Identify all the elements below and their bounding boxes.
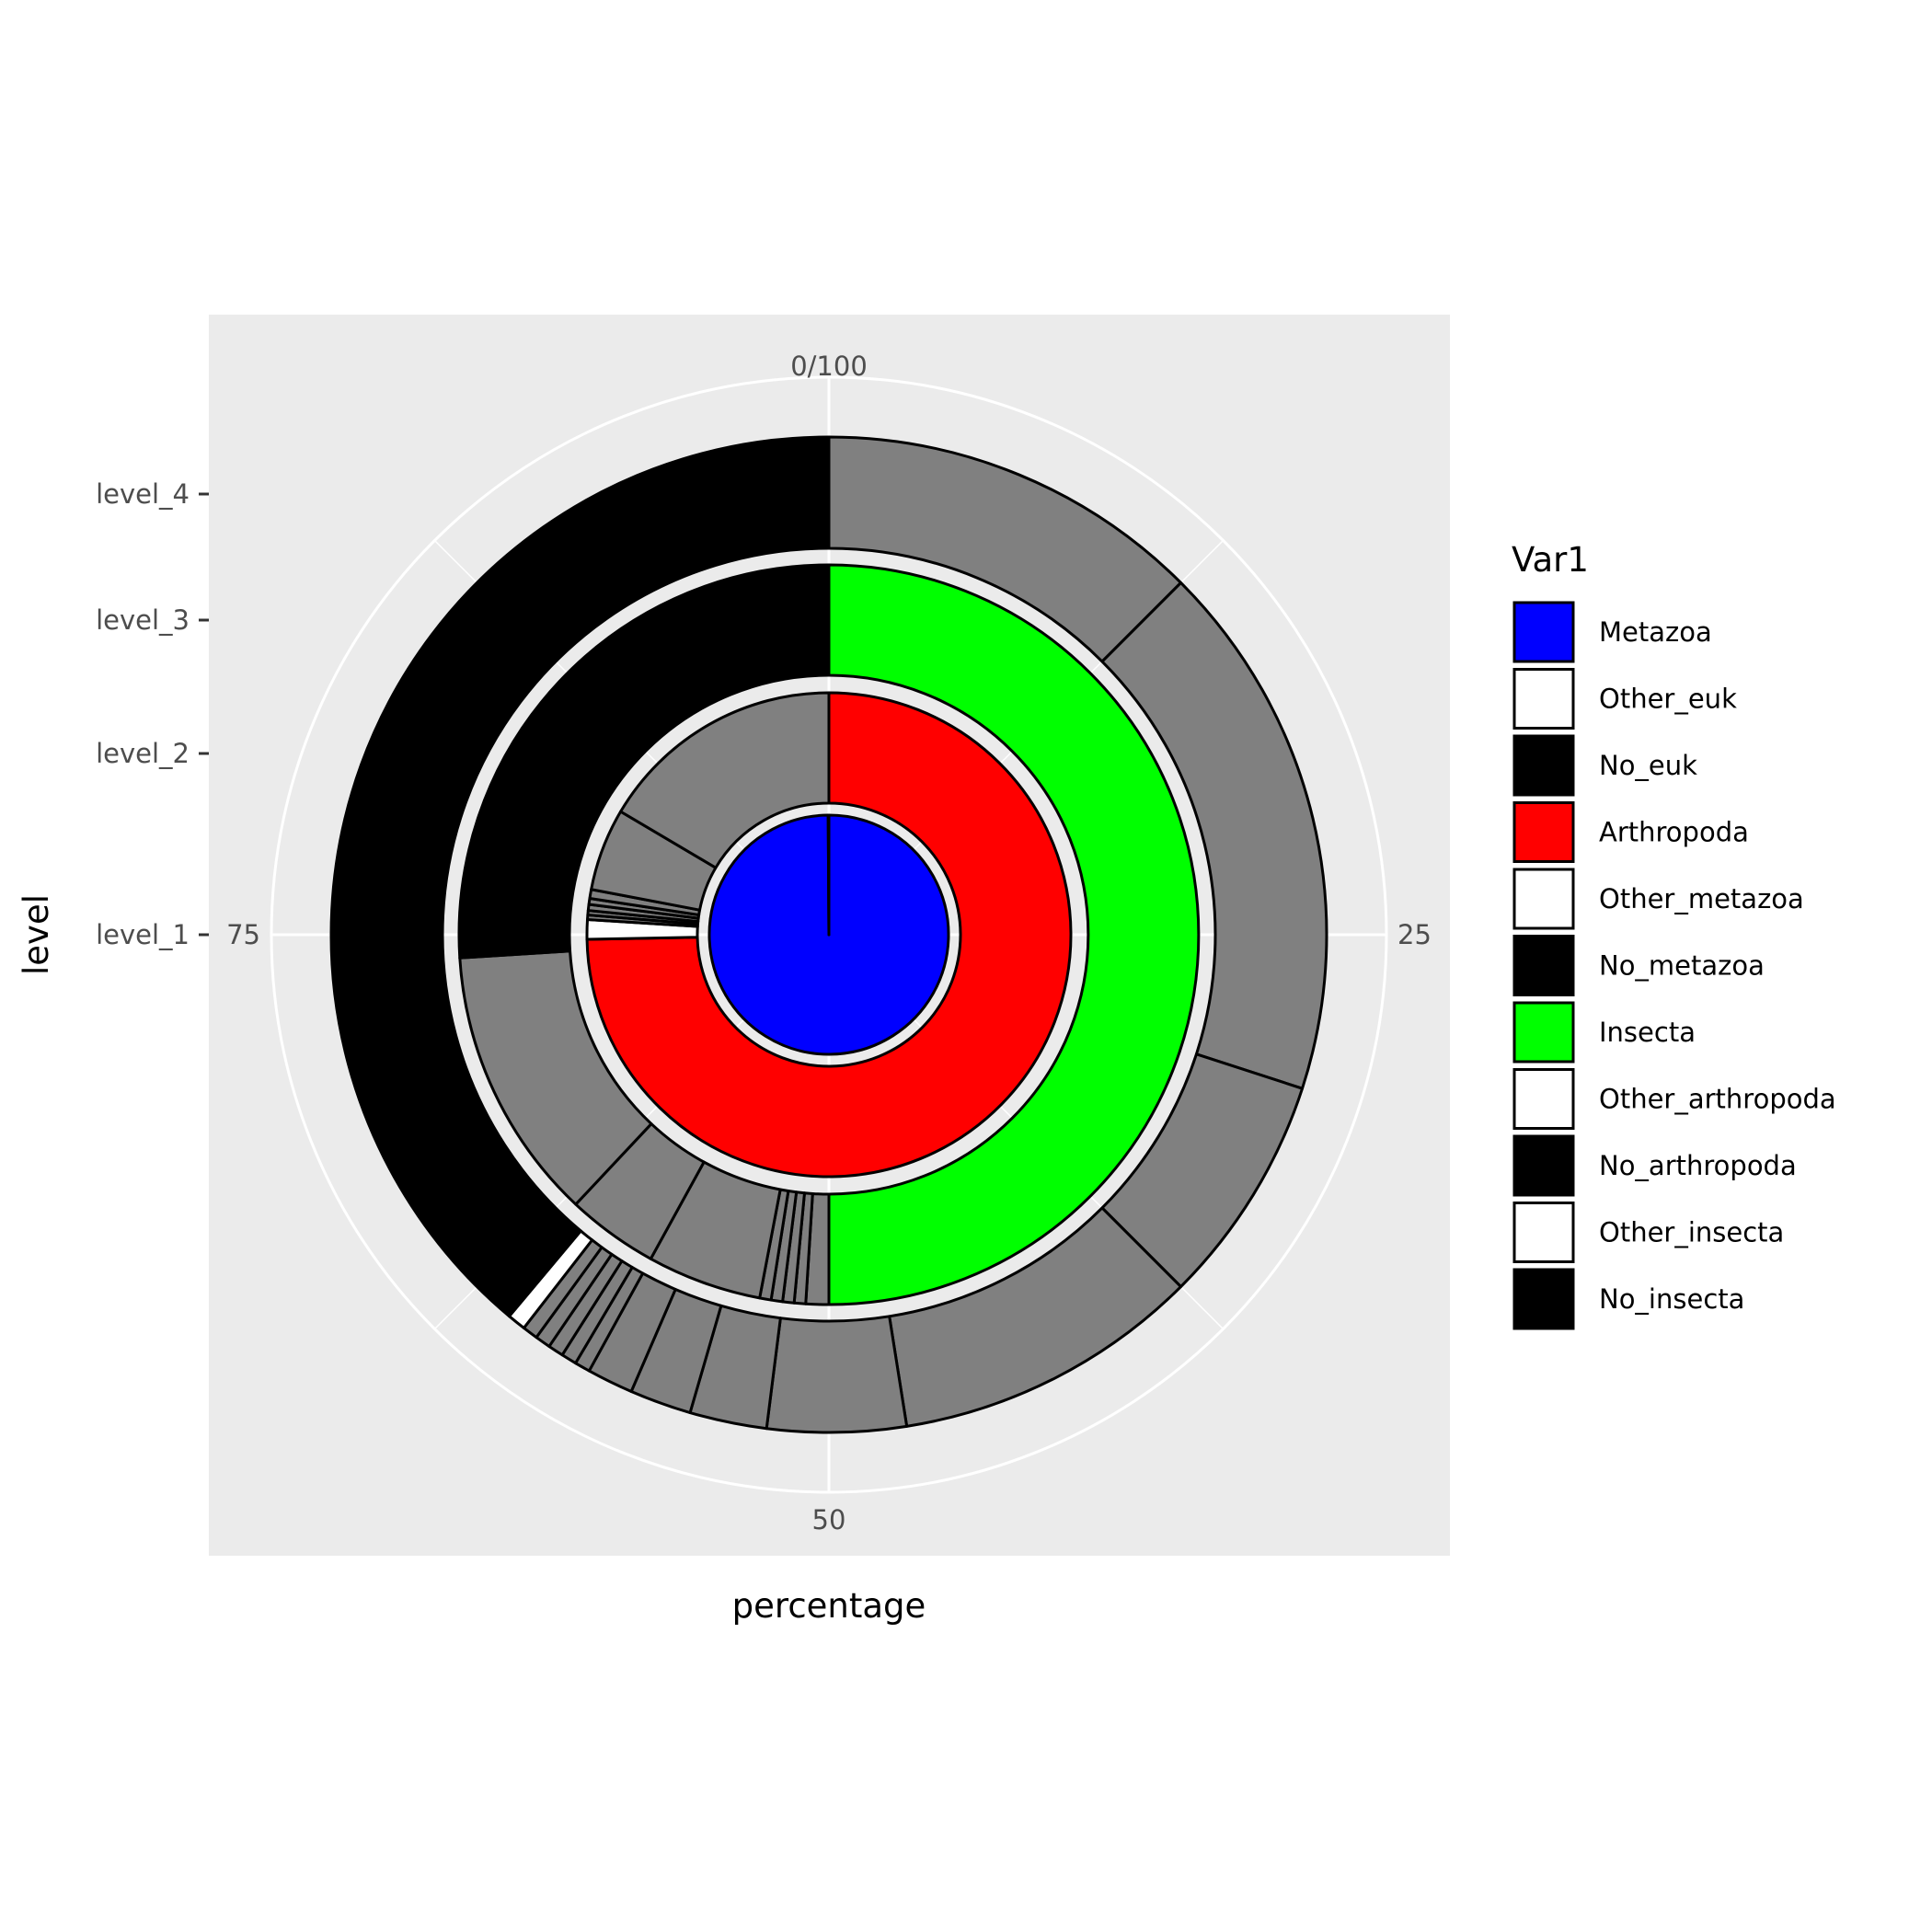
legend-swatch — [1512, 1068, 1575, 1130]
ring-level_2 — [585, 691, 1073, 1179]
legend-entry: Other_euk — [1512, 668, 1737, 730]
legend-swatch — [1512, 1202, 1575, 1263]
legend-swatch — [1512, 734, 1575, 797]
segment-insecta — [827, 563, 1201, 1306]
legend-entry: No_insecta — [1512, 1268, 1744, 1330]
legend-label: Other_metazoa — [1599, 883, 1804, 914]
y-axis: level_1 level_2 level_3 level_4 — [96, 478, 209, 950]
y-tick-label-level_3: level_3 — [96, 604, 190, 636]
legend-title: Var1 — [1512, 540, 1589, 580]
legend-label: Metazoa — [1599, 616, 1712, 648]
legend-label: Other_euk — [1599, 684, 1737, 715]
legend-label: No_arthropoda — [1599, 1150, 1797, 1181]
x-axis-title: percentage — [732, 1586, 926, 1626]
segment-arthropoda — [585, 691, 1073, 1179]
theta-tick-label: 50 — [812, 1504, 846, 1535]
theta-tick-labels: 0/100 25 50 75 — [226, 351, 1432, 1535]
ring-level_4 — [329, 435, 1328, 1434]
legend-entry: Metazoa — [1512, 601, 1712, 663]
radial-gridline — [270, 375, 1388, 1494]
theta-tick-label: 25 — [1397, 919, 1432, 950]
legend-label: Arthropoda — [1599, 817, 1749, 848]
legend-label: Insecta — [1599, 1017, 1696, 1048]
legend-entry: Arthropoda — [1512, 801, 1749, 863]
legend-entry: Insecta — [1512, 1001, 1696, 1064]
y-axis-title: level — [17, 894, 56, 975]
legend-entry: Other_arthropoda — [1512, 1068, 1836, 1130]
legend: Var1 Metazoa Other_euk No_euk Arthropoda Oth… — [1512, 540, 1836, 1330]
ring-level_1 — [707, 813, 950, 1056]
legend-swatch — [1512, 1001, 1575, 1064]
legend-swatch — [1512, 868, 1575, 930]
segment-no-arthropoda — [457, 563, 831, 960]
legend-entry: No_arthropoda — [1512, 1134, 1797, 1197]
legend-entry: Other_insecta — [1512, 1202, 1784, 1263]
segment-unlabeled — [619, 691, 831, 869]
legend-entry: No_metazoa — [1512, 935, 1765, 996]
legend-label: Other_arthropoda — [1599, 1084, 1836, 1115]
rings-layer — [329, 435, 1328, 1434]
legend-label: No_metazoa — [1599, 950, 1765, 982]
legend-swatch — [1512, 1268, 1575, 1330]
y-tick-label-level_1: level_1 — [96, 919, 190, 950]
legend-entry: Other_metazoa — [1512, 868, 1804, 930]
theta-tick-label: 0/100 — [790, 351, 868, 382]
segment-no-insecta — [329, 435, 831, 1318]
legend-swatch — [1512, 1134, 1575, 1197]
ring-level_3 — [457, 563, 1201, 1306]
legend-label: No_insecta — [1599, 1283, 1744, 1315]
legend-swatch — [1512, 601, 1575, 663]
legend-label: Other_insecta — [1599, 1217, 1784, 1248]
legend-swatch — [1512, 668, 1575, 730]
segment-unlabeled — [765, 1315, 909, 1434]
legend-label: No_euk — [1599, 750, 1697, 781]
theta-tick-label: 75 — [226, 919, 260, 950]
legend-entry: No_euk — [1512, 734, 1697, 797]
y-tick-label-level_2: level_2 — [96, 738, 190, 769]
legend-swatch — [1512, 801, 1575, 863]
legend-swatch — [1512, 935, 1575, 996]
y-tick-label-level_4: level_4 — [96, 478, 190, 510]
